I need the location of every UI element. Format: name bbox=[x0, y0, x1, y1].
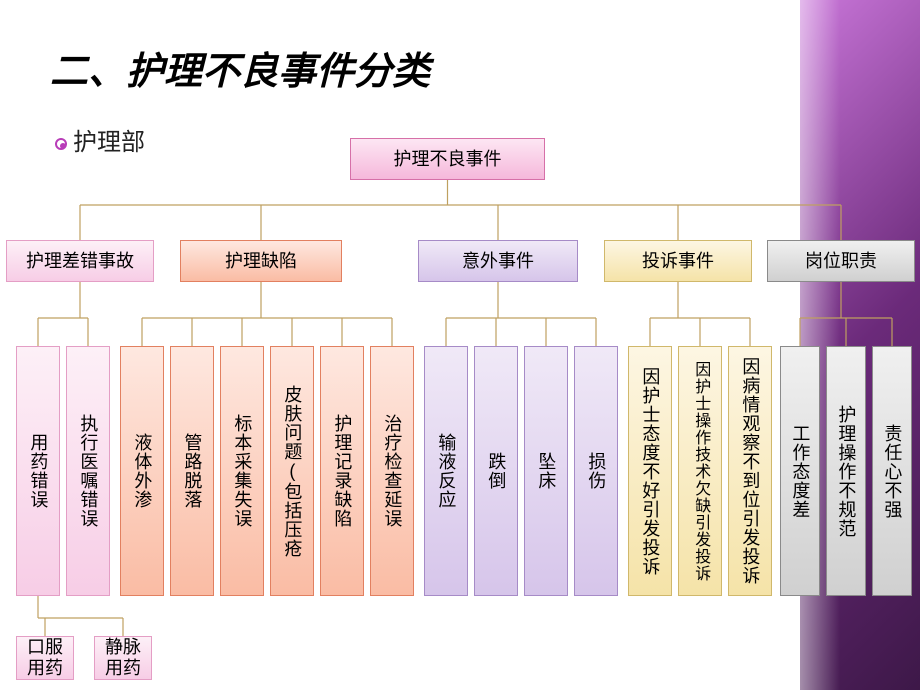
slide-title: 二、护理不良事件分类 bbox=[50, 40, 430, 95]
leaf-node: 责任心不强 bbox=[872, 346, 912, 596]
category-node: 意外事件 bbox=[418, 240, 578, 282]
leaf-node: 液体外渗 bbox=[120, 346, 164, 596]
bullet-item: 护理部 bbox=[55, 122, 145, 157]
leaf-node: 用药错误 bbox=[16, 346, 60, 596]
leaf-node: 跌倒 bbox=[474, 346, 518, 596]
bullet-text: 护理部 bbox=[73, 129, 145, 156]
leaf-node: 皮肤问题(包括压疮 bbox=[270, 346, 314, 596]
subleaf-node: 口服用药 bbox=[16, 636, 74, 680]
leaf-node: 坠床 bbox=[524, 346, 568, 596]
leaf-node: 因护士态度不好引发投诉 bbox=[628, 346, 672, 596]
leaf-node: 管路脱落 bbox=[170, 346, 214, 596]
leaf-node: 因护士操作技术欠缺引发投诉 bbox=[678, 346, 722, 596]
leaf-node: 治疗检查延误 bbox=[370, 346, 414, 596]
category-node: 岗位职责 bbox=[767, 240, 915, 282]
category-node: 护理差错事故 bbox=[6, 240, 154, 282]
leaf-node: 标本采集失误 bbox=[220, 346, 264, 596]
leaf-node: 损伤 bbox=[574, 346, 618, 596]
leaf-node: 护理记录缺陷 bbox=[320, 346, 364, 596]
subleaf-node: 静脉用药 bbox=[94, 636, 152, 680]
leaf-node: 输液反应 bbox=[424, 346, 468, 596]
category-node: 投诉事件 bbox=[604, 240, 752, 282]
leaf-node: 执行医嘱错误 bbox=[66, 346, 110, 596]
leaf-node: 因病情观察不到位引发投诉 bbox=[728, 346, 772, 596]
bullet-icon bbox=[55, 138, 67, 150]
root-node: 护理不良事件 bbox=[350, 138, 545, 180]
leaf-node: 工作态度差 bbox=[780, 346, 820, 596]
category-node: 护理缺陷 bbox=[180, 240, 342, 282]
leaf-node: 护理操作不规范 bbox=[826, 346, 866, 596]
